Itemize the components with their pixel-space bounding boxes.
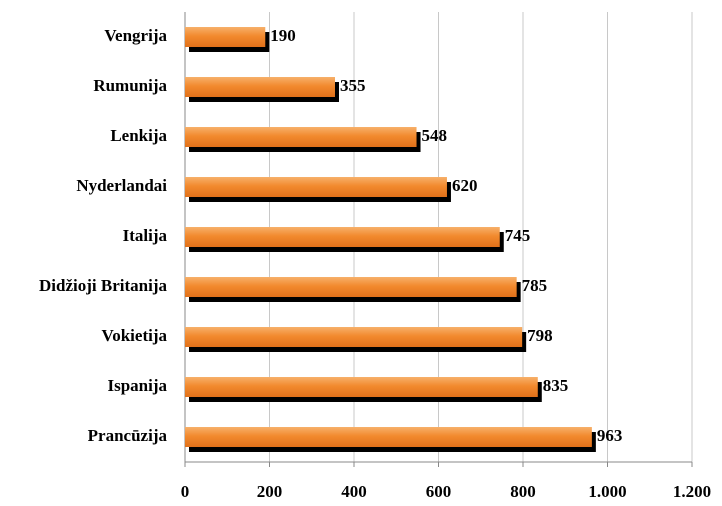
x-tick-label: 200	[257, 482, 283, 501]
x-tick-label: 1.000	[588, 482, 626, 501]
bar	[185, 327, 523, 347]
bar	[185, 427, 592, 447]
value-label: 798	[527, 326, 553, 345]
value-label: 745	[505, 226, 531, 245]
y-tick-label: Vengrija	[104, 26, 167, 45]
bar	[185, 77, 335, 97]
bar	[185, 177, 447, 197]
y-tick-label: Vokietija	[102, 326, 168, 345]
y-tick-label: Ispanija	[107, 376, 167, 395]
x-tick-label: 400	[341, 482, 367, 501]
x-tick-label: 800	[510, 482, 536, 501]
value-label: 190	[270, 26, 296, 45]
y-tick-label: Rumunija	[93, 76, 167, 95]
bar	[185, 127, 417, 147]
y-tick-label: Prancūzija	[88, 426, 168, 445]
y-tick-label: Nyderlandai	[76, 176, 167, 195]
bar	[185, 27, 266, 47]
y-tick-label: Italija	[123, 226, 168, 245]
value-label: 355	[340, 76, 366, 95]
y-tick-label: Lenkija	[110, 126, 167, 145]
value-label: 835	[543, 376, 569, 395]
x-tick-label: 0	[181, 482, 190, 501]
value-label: 963	[597, 426, 623, 445]
value-label: 785	[522, 276, 548, 295]
bar	[185, 277, 517, 297]
x-tick-label: 1.200	[673, 482, 711, 501]
bar	[185, 227, 500, 247]
y-tick-label: Didžioji Britanija	[39, 276, 167, 295]
value-label: 620	[452, 176, 478, 195]
x-tick-label: 600	[426, 482, 452, 501]
value-label: 548	[422, 126, 448, 145]
bar	[185, 377, 538, 397]
